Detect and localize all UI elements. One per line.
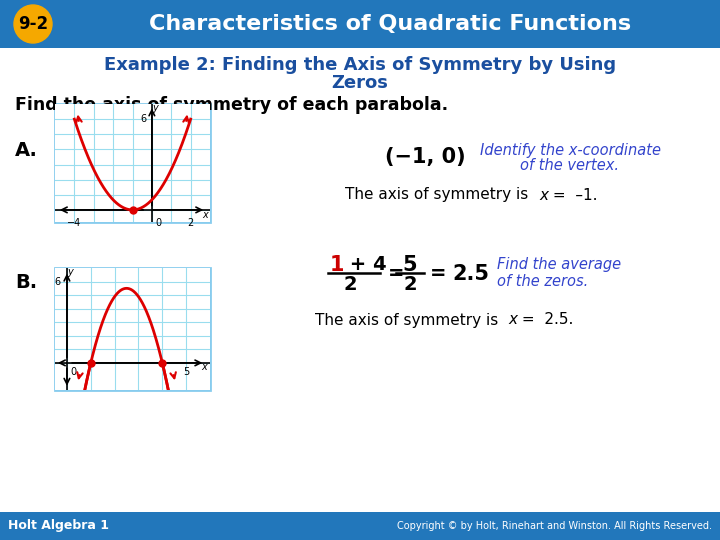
Text: y: y [152, 103, 158, 113]
Text: Zeros: Zeros [332, 74, 388, 92]
Text: Example 2: Finding the Axis of Symmetry by Using: Example 2: Finding the Axis of Symmetry … [104, 56, 616, 74]
Circle shape [14, 5, 52, 43]
Text: The axis of symmetry is: The axis of symmetry is [315, 313, 503, 327]
Text: 2: 2 [403, 274, 417, 294]
Text: of the vertex.: of the vertex. [521, 159, 619, 173]
Text: 0: 0 [156, 218, 161, 228]
Text: =  2.5.: = 2.5. [517, 313, 573, 327]
Text: Find the axis of symmetry of each parabola.: Find the axis of symmetry of each parabo… [15, 96, 448, 114]
Text: 5: 5 [183, 367, 189, 377]
FancyBboxPatch shape [55, 104, 210, 222]
FancyBboxPatch shape [0, 0, 720, 48]
Text: The axis of symmetry is: The axis of symmetry is [345, 187, 533, 202]
Text: x: x [508, 313, 517, 327]
Text: 5: 5 [402, 255, 418, 275]
Text: x: x [201, 362, 207, 372]
Text: 2.5: 2.5 [452, 264, 489, 284]
Text: x: x [202, 210, 208, 220]
Text: −4: −4 [67, 218, 81, 228]
FancyBboxPatch shape [55, 268, 210, 390]
Text: 2: 2 [343, 274, 357, 294]
Text: 2: 2 [187, 218, 194, 228]
Text: + 4: + 4 [343, 255, 387, 274]
Text: (−1, 0): (−1, 0) [385, 147, 466, 167]
Text: Find the average: Find the average [497, 258, 621, 273]
Text: =  –1.: = –1. [548, 187, 598, 202]
Text: 6: 6 [140, 114, 146, 124]
Text: =: = [388, 265, 405, 284]
Text: Identify the x-coordinate: Identify the x-coordinate [480, 143, 660, 158]
Text: A.: A. [15, 140, 38, 159]
Text: B.: B. [15, 273, 37, 292]
Text: of the zeros.: of the zeros. [497, 274, 588, 289]
Text: x: x [539, 187, 548, 202]
Text: y: y [67, 267, 73, 277]
Text: 1: 1 [330, 255, 344, 275]
Text: =: = [430, 265, 446, 284]
Text: Holt Algebra 1: Holt Algebra 1 [8, 519, 109, 532]
FancyBboxPatch shape [0, 512, 720, 540]
Text: Copyright © by Holt, Rinehart and Winston. All Rights Reserved.: Copyright © by Holt, Rinehart and Winsto… [397, 521, 712, 531]
Text: Characteristics of Quadratic Functions: Characteristics of Quadratic Functions [149, 14, 631, 34]
Text: 0: 0 [71, 367, 76, 377]
Text: 6: 6 [55, 276, 61, 287]
Text: 9-2: 9-2 [18, 15, 48, 33]
